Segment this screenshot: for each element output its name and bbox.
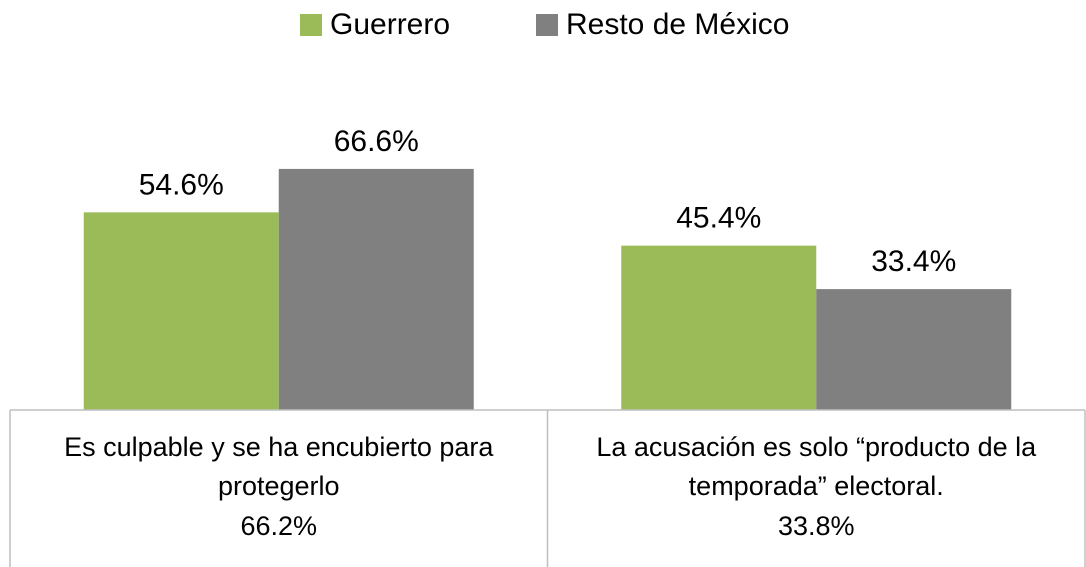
- legend-label: Resto de México: [566, 8, 789, 41]
- legend-label: Guerrero: [330, 8, 450, 41]
- data-label: 54.6%: [139, 168, 224, 201]
- data-label: 45.4%: [676, 202, 761, 235]
- legend-swatch: [536, 14, 558, 36]
- bar: [83, 212, 279, 410]
- data-label: 33.4%: [871, 245, 956, 278]
- data-label: 66.6%: [334, 125, 419, 158]
- bar: [816, 289, 1012, 410]
- bar: [278, 168, 474, 410]
- total-label: 33.8%: [777, 511, 855, 541]
- legend-swatch: [300, 14, 322, 36]
- category-label: Es culpable y se ha encubierto para prot…: [64, 432, 494, 501]
- total-label: 66.2%: [240, 511, 318, 541]
- bar: [621, 245, 817, 410]
- category-label: La acusación es solo “producto de la tem…: [596, 432, 1037, 501]
